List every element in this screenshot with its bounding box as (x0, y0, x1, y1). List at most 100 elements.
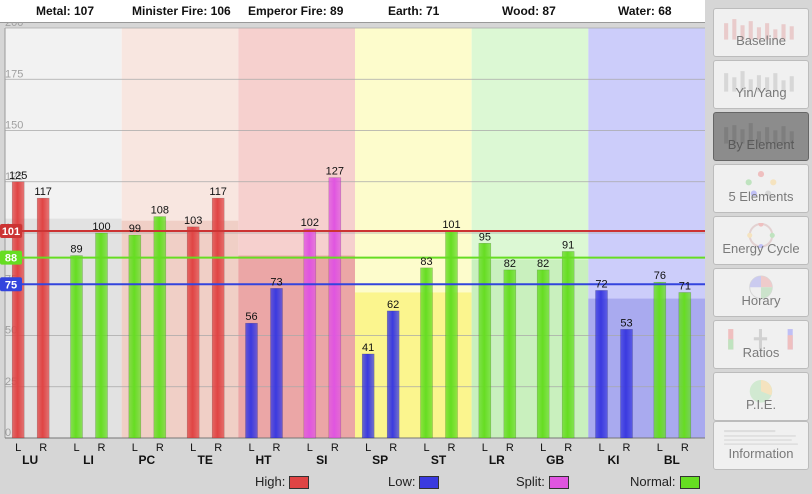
ratio-thumbnail-icon (728, 329, 793, 350)
pentagram-thumbnail-icon (745, 171, 777, 196)
energy-cycle-button-label: Energy Cycle (722, 241, 800, 256)
yin-yang-button-label: Yin/Yang (735, 85, 787, 100)
legend-split: Split: (516, 474, 569, 490)
legend-normal: Normal: (630, 474, 700, 490)
ht-right-value-label: 73 (270, 276, 282, 288)
ht-meridian-label: HT (256, 453, 273, 467)
bars-thumbnail-icon (724, 19, 794, 40)
pie-thumbnail-icon (749, 380, 773, 403)
si-right-side-label: R (331, 442, 339, 454)
baseline-button[interactable]: Baseline (713, 8, 809, 57)
lr-left-side-label: L (482, 442, 488, 454)
yin-yang-button[interactable]: Yin/Yang (713, 60, 809, 109)
lu-right-bar (36, 197, 50, 439)
te-left-value-label: 103 (184, 215, 202, 227)
pc-right-side-label: R (156, 442, 164, 454)
ht-left-side-label: L (248, 442, 254, 454)
ratios-button[interactable]: Ratios (713, 320, 809, 369)
lr-left-bar (478, 243, 492, 439)
te-left-side-label: L (190, 442, 196, 454)
lu-right-side-label: R (39, 442, 47, 454)
clock-thumbnail-icon (749, 275, 773, 300)
si-left-bar (303, 228, 317, 439)
ki-right-bar (620, 329, 633, 439)
information-button[interactable]: Information (713, 421, 809, 470)
bl-left-side-label: L (657, 442, 663, 454)
gb-meridian-label: GB (546, 453, 564, 467)
sp-right-side-label: R (389, 442, 397, 454)
element-totals-header: Metal: 107 Minister Fire: 106 Emperor Fi… (0, 0, 705, 23)
pie-button-label: P.I.E. (745, 397, 777, 412)
legend-normal-swatch (679, 476, 700, 490)
y-tick-150: 150 (5, 120, 23, 132)
bl-right-bar (678, 292, 692, 439)
gb-right-value-label: 91 (562, 239, 574, 251)
pc-meridian-label: PC (138, 453, 155, 467)
view-sidebar: Baseline Yin/Yang By Element 5 Elements … (710, 0, 812, 470)
lu-right-value-label: 117 (34, 186, 52, 198)
five-elements-button[interactable]: 5 Elements (713, 164, 809, 213)
ki-left-value-label: 72 (595, 278, 607, 290)
status-legend: High: Low: Split: Normal: (0, 470, 710, 494)
horary-button[interactable]: Horary (713, 268, 809, 317)
st-right-value-label: 101 (442, 219, 460, 231)
pc-left-value-label: 99 (129, 223, 141, 235)
reference-badge-75 (0, 277, 22, 292)
sp-meridian-label: SP (372, 453, 388, 467)
horary-button-label: Horary (741, 293, 781, 308)
gb-left-value-label: 82 (537, 258, 549, 270)
lu-left-value-label: 125 (9, 170, 27, 182)
earth-total: Earth: 71 (388, 4, 440, 18)
te-right-bar (211, 197, 225, 439)
reference-label-75: 75 (5, 279, 17, 291)
si-right-bar (328, 177, 342, 439)
water-total: Water: 68 (618, 4, 672, 18)
by-element-button[interactable]: By Element (713, 112, 809, 161)
lr-right-side-label: R (506, 442, 514, 454)
bl-meridian-label: BL (664, 453, 680, 467)
te-right-value-label: 117 (209, 186, 227, 198)
sp-right-bar (386, 310, 400, 439)
pie-button[interactable]: P.I.E. (713, 372, 809, 421)
st-left-side-label: L (423, 442, 429, 454)
li-left-bar (70, 255, 83, 439)
legend-low: Low: (388, 474, 440, 490)
bl-right-value-label: 71 (679, 280, 691, 292)
li-left-value-label: 89 (70, 244, 82, 256)
si-left-value-label: 102 (301, 217, 319, 229)
ki-left-bar (595, 290, 608, 439)
energy-cycle-button[interactable]: Energy Cycle (713, 216, 809, 265)
legend-low-swatch (419, 476, 440, 490)
wood-total: Wood: 87 (502, 4, 556, 18)
lu-left-side-label: L (15, 442, 21, 454)
y-tick-175: 175 (5, 68, 23, 80)
cycle-thumbnail-icon (747, 223, 775, 248)
by-element-button-label: By Element (727, 137, 795, 152)
y-tick-200: 200 (5, 22, 23, 29)
st-meridian-label: ST (431, 453, 447, 467)
bl-right-side-label: R (681, 442, 689, 454)
pc-right-value-label: 108 (151, 205, 169, 217)
st-left-value-label: 83 (420, 256, 432, 268)
li-left-side-label: L (73, 442, 79, 454)
ht-right-side-label: R (273, 442, 281, 454)
li-right-value-label: 100 (92, 221, 110, 233)
ratios-button-label: Ratios (742, 345, 780, 360)
metal-total: Metal: 107 (36, 4, 95, 18)
legend-split-label: Split: (516, 474, 545, 489)
baseline-button-label: Baseline (736, 33, 786, 48)
reference-label-101: 101 (2, 226, 20, 238)
li-right-side-label: R (98, 442, 106, 454)
ht-left-value-label: 56 (245, 311, 257, 323)
legend-high-label: High: (255, 474, 286, 489)
y-tick-0: 0 (5, 427, 11, 439)
ht-right-bar (270, 288, 283, 439)
information-button-label: Information (728, 446, 794, 461)
bl-left-value-label: 76 (654, 270, 666, 282)
bars-thumbnail-icon (724, 71, 794, 92)
legend-high-swatch (289, 476, 310, 490)
st-right-bar (445, 230, 458, 439)
ht-left-bar (245, 322, 258, 439)
lr-left-value-label: 95 (479, 231, 491, 243)
pc-left-bar (128, 234, 142, 439)
